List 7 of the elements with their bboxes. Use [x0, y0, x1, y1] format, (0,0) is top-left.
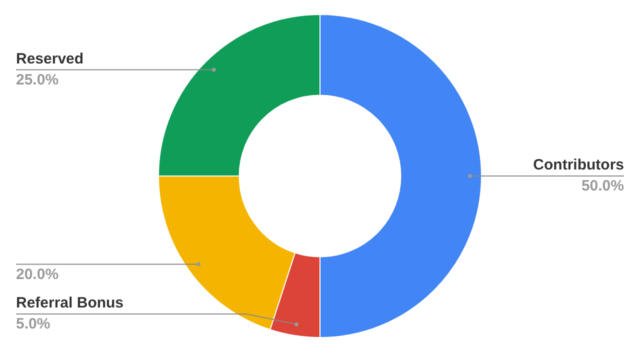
- data-label: 50.0%: [581, 178, 624, 195]
- data-label: 25.0%: [16, 71, 59, 88]
- data-label: 20.0%: [16, 266, 59, 283]
- slice-label: Referral Bonus: [16, 294, 124, 312]
- data-label: 5.0%: [16, 316, 50, 333]
- slice-label: Contributors: [533, 156, 624, 174]
- slice-label: Reserved: [16, 50, 84, 68]
